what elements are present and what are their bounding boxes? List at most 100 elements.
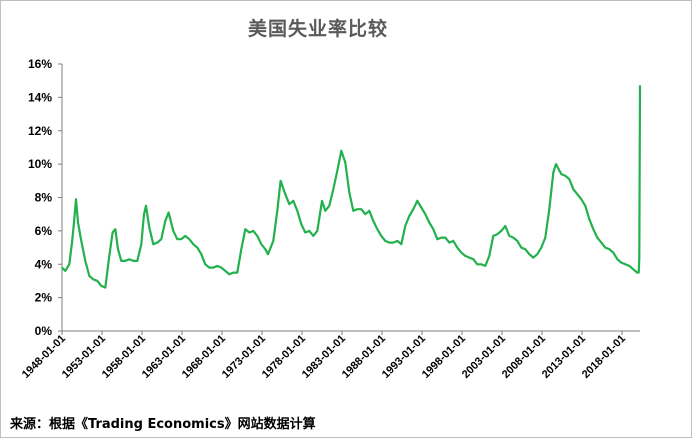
data-point — [564, 175, 567, 177]
data-point — [252, 230, 255, 232]
data-point — [424, 213, 427, 215]
data-point — [608, 248, 611, 250]
data-point — [272, 240, 275, 242]
data-point — [536, 253, 539, 255]
data-point — [204, 263, 207, 266]
data-point — [236, 271, 239, 274]
y-tick-label: 16% — [28, 57, 52, 71]
data-point — [164, 220, 167, 222]
data-point — [172, 230, 175, 232]
data-point — [632, 268, 635, 271]
data-point — [292, 200, 295, 202]
data-point — [588, 218, 591, 220]
series-line-unemployment — [61, 85, 642, 289]
data-point — [328, 205, 331, 207]
data-point — [304, 231, 307, 234]
data-point — [568, 178, 571, 180]
data-point — [520, 246, 523, 249]
data-point — [124, 260, 127, 262]
y-tick-label: 10% — [28, 157, 52, 171]
data-point — [496, 233, 499, 235]
data-point — [452, 240, 455, 242]
data-point — [208, 266, 211, 269]
data-point — [524, 248, 527, 250]
data-point — [368, 210, 371, 212]
data-point — [600, 241, 603, 244]
y-tick-label: 12% — [28, 124, 52, 138]
chart-title: 美国失业率比较 — [247, 18, 388, 40]
data-point — [512, 236, 515, 239]
data-point — [84, 260, 87, 262]
data-point — [284, 193, 287, 195]
data-point — [228, 273, 231, 276]
data-point — [120, 260, 123, 262]
x-tick-label: 2018-01-01 — [580, 333, 628, 381]
data-point — [267, 253, 269, 255]
data-point — [188, 238, 191, 240]
data-point — [476, 263, 479, 266]
data-point — [492, 235, 495, 237]
data-point — [472, 258, 475, 261]
data-point — [308, 230, 311, 232]
data-point — [376, 228, 379, 230]
data-point — [117, 248, 119, 250]
data-point — [456, 246, 459, 249]
data-point — [540, 246, 543, 249]
data-point — [420, 206, 423, 209]
data-point — [312, 235, 315, 237]
y-tick-label: 2% — [35, 291, 53, 305]
y-tick-label: 4% — [35, 257, 53, 271]
data-point — [156, 241, 159, 244]
data-point — [408, 215, 411, 217]
data-point — [440, 236, 443, 239]
data-point — [152, 243, 155, 245]
data-point — [616, 258, 619, 261]
data-point — [516, 240, 519, 242]
data-point — [111, 231, 114, 234]
data-point — [100, 285, 103, 287]
data-point — [92, 278, 95, 281]
data-point — [220, 266, 223, 269]
data-point — [380, 235, 383, 237]
data-point — [279, 180, 282, 182]
data-point — [136, 260, 139, 262]
data-point — [192, 243, 195, 245]
data-point — [143, 213, 145, 215]
data-point — [96, 280, 99, 282]
data-point — [416, 200, 419, 202]
data-point — [432, 228, 435, 230]
data-point — [61, 266, 63, 269]
data-point — [176, 238, 179, 240]
data-point — [356, 208, 359, 210]
data-point — [552, 171, 555, 174]
data-point — [464, 255, 467, 257]
y-tick-label: 14% — [28, 90, 52, 104]
data-point — [628, 265, 631, 267]
data-point — [256, 235, 259, 237]
data-point — [428, 221, 431, 224]
data-point — [639, 84, 641, 87]
data-point — [636, 271, 639, 274]
data-point — [412, 208, 415, 210]
data-point — [264, 248, 267, 250]
data-point — [145, 205, 147, 207]
data-point — [528, 253, 531, 255]
data-point — [468, 256, 471, 259]
data-point — [296, 210, 299, 212]
data-point — [184, 235, 187, 237]
data-point — [555, 163, 557, 165]
data-point — [576, 193, 579, 195]
data-point — [64, 270, 67, 272]
data-point — [232, 271, 235, 274]
data-point — [336, 170, 339, 172]
data-point — [288, 203, 291, 205]
data-point — [460, 251, 463, 254]
data-point — [360, 208, 363, 210]
data-point — [340, 150, 343, 152]
data-point — [344, 161, 347, 164]
data-point — [276, 210, 279, 212]
data-point — [480, 263, 483, 266]
data-point — [544, 236, 547, 239]
